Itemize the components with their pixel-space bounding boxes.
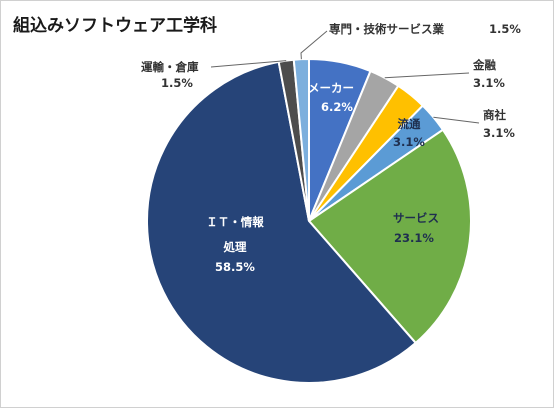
label-finance-percent: 3.1% [473,76,505,90]
label-professional-name: 専門・技術サービス業 [329,22,444,36]
label-finance-name: 金融 [472,58,496,72]
chart-title: 組込みソフトウェア工学科 [13,15,217,36]
leader-line-trading [433,116,480,124]
leader-line-professional [300,30,328,60]
label-it-name-line2: 処理 [223,240,247,254]
pie-slice-it [146,60,418,384]
pie-slice-service [307,128,472,345]
pie-slices [146,57,472,384]
label-maker-percent: 6.2% [321,100,353,114]
label-distribution-name: 流通 [398,117,421,131]
pie-slice-professional [292,57,310,222]
label-service-percent: 23.1% [394,231,434,245]
label-it-percent: 58.5% [215,260,255,274]
leader-line-transport [210,60,287,68]
label-trading-name: 商社 [483,108,506,122]
label-maker-name: メーカー [308,81,354,95]
leader-line-finance [384,72,470,79]
label-transport-name: 運輸・倉庫 [141,60,199,74]
label-service-name: サービス [393,211,439,225]
leader-lines [210,30,480,124]
label-distribution-percent: 3.1% [393,135,425,149]
label-it-name-line1: ＩＴ・情報 [206,215,264,229]
label-professional-percent: 1.5% [489,22,521,36]
label-transport-percent: 1.5% [161,76,193,90]
label-trading-percent: 3.1% [483,126,515,140]
